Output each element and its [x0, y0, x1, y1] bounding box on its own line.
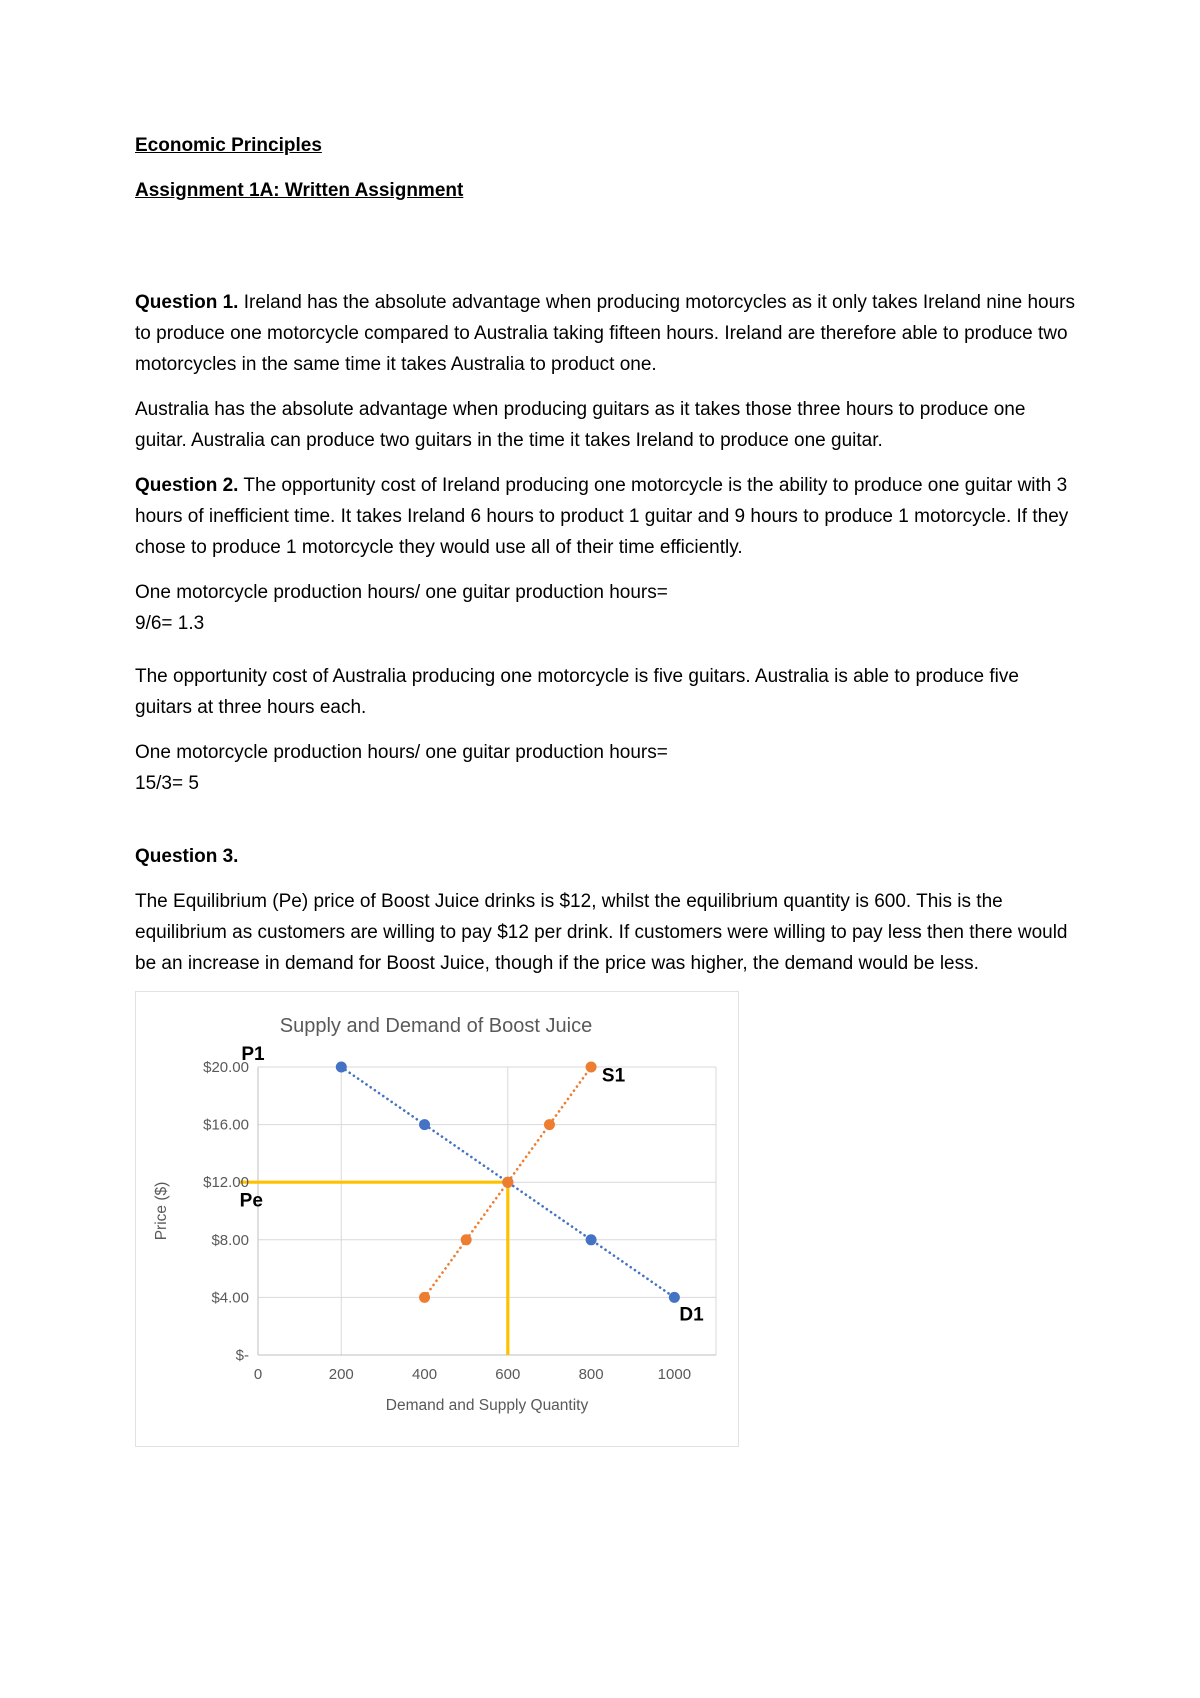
x-tick-label: 1000: [658, 1366, 691, 1383]
paragraph-australia-opportunity: The opportunity cost of Australia produc…: [135, 661, 1075, 723]
x-tick-label: 200: [329, 1366, 354, 1383]
demand-label: D1: [679, 1304, 704, 1325]
supply-point: [543, 1119, 555, 1131]
document-page: Economic Principles Assignment 1A: Writt…: [135, 135, 1075, 1447]
question3-text: The Equilibrium (Pe) price of Boost Juic…: [135, 891, 1068, 974]
paragraph-australia-advantage: Australia has the absolute advantage whe…: [135, 394, 1075, 456]
formula-ireland: One motorcycle production hours/ one gui…: [135, 582, 668, 634]
x-tick-label: 0: [254, 1366, 262, 1383]
supply-label: S1: [602, 1065, 626, 1086]
y-tick-label: $8.00: [211, 1232, 249, 1249]
question2-label: Question 2.: [135, 475, 239, 496]
australia-opportunity-text: The opportunity cost of Australia produc…: [135, 666, 1019, 718]
x-axis-title: Demand and Supply Quantity: [386, 1397, 589, 1414]
question1-text: Ireland has the absolute advantage when …: [135, 292, 1075, 375]
y-tick-label: $12.00: [203, 1174, 249, 1191]
supply-point: [585, 1061, 597, 1073]
supply-point: [460, 1234, 472, 1246]
annotation-pe: Pe: [240, 1191, 263, 1212]
doc-title: Economic Principles: [135, 135, 322, 156]
doc-subtitle: Assignment 1A: Written Assignment: [135, 180, 464, 201]
demand-point: [335, 1061, 347, 1073]
demand-point: [668, 1291, 680, 1303]
paragraph-question2: Question 2. The opportunity cost of Irel…: [135, 470, 1075, 563]
x-tick-label: 800: [579, 1366, 604, 1383]
y-axis-title: Price ($): [153, 1182, 170, 1241]
x-tick-label: 400: [412, 1366, 437, 1383]
x-tick-label: 600: [495, 1366, 520, 1383]
supply-point: [502, 1176, 514, 1188]
supply-demand-chart: D1 S1 P1 Pe $20.00 $16.00 $12.00 $8.00 $4.00 $- 0 2…: [153, 1015, 717, 1414]
question2-text: The opportunity cost of Ireland producin…: [135, 475, 1069, 558]
paragraph-question1: Question 1. Ireland has the absolute adv…: [135, 287, 1075, 380]
y-tick-label: $4.00: [211, 1289, 249, 1306]
demand-point: [585, 1234, 597, 1246]
annotation-p1: P1: [241, 1044, 265, 1065]
formula-australia: One motorcycle production hours/ one gui…: [135, 742, 668, 794]
supply-demand-figure: D1 S1 P1 Pe $20.00 $16.00 $12.00 $8.00 $4.00 $- 0 2…: [135, 991, 739, 1447]
demand-point: [419, 1119, 431, 1131]
supply-point: [419, 1291, 431, 1303]
paragraph-question3: The Equilibrium (Pe) price of Boost Juic…: [135, 886, 1075, 979]
demand-line: [339, 1065, 676, 1299]
question1-label: Question 1.: [135, 292, 239, 313]
y-tick-label: $20.00: [203, 1059, 249, 1076]
australia-advantage-text: Australia has the absolute advantage whe…: [135, 399, 1026, 451]
y-tick-label: $-: [236, 1347, 249, 1364]
chart-title: Supply and Demand of Boost Juice: [280, 1015, 592, 1037]
y-tick-label: $16.00: [203, 1117, 249, 1134]
question3-heading: Question 3.: [135, 846, 239, 867]
